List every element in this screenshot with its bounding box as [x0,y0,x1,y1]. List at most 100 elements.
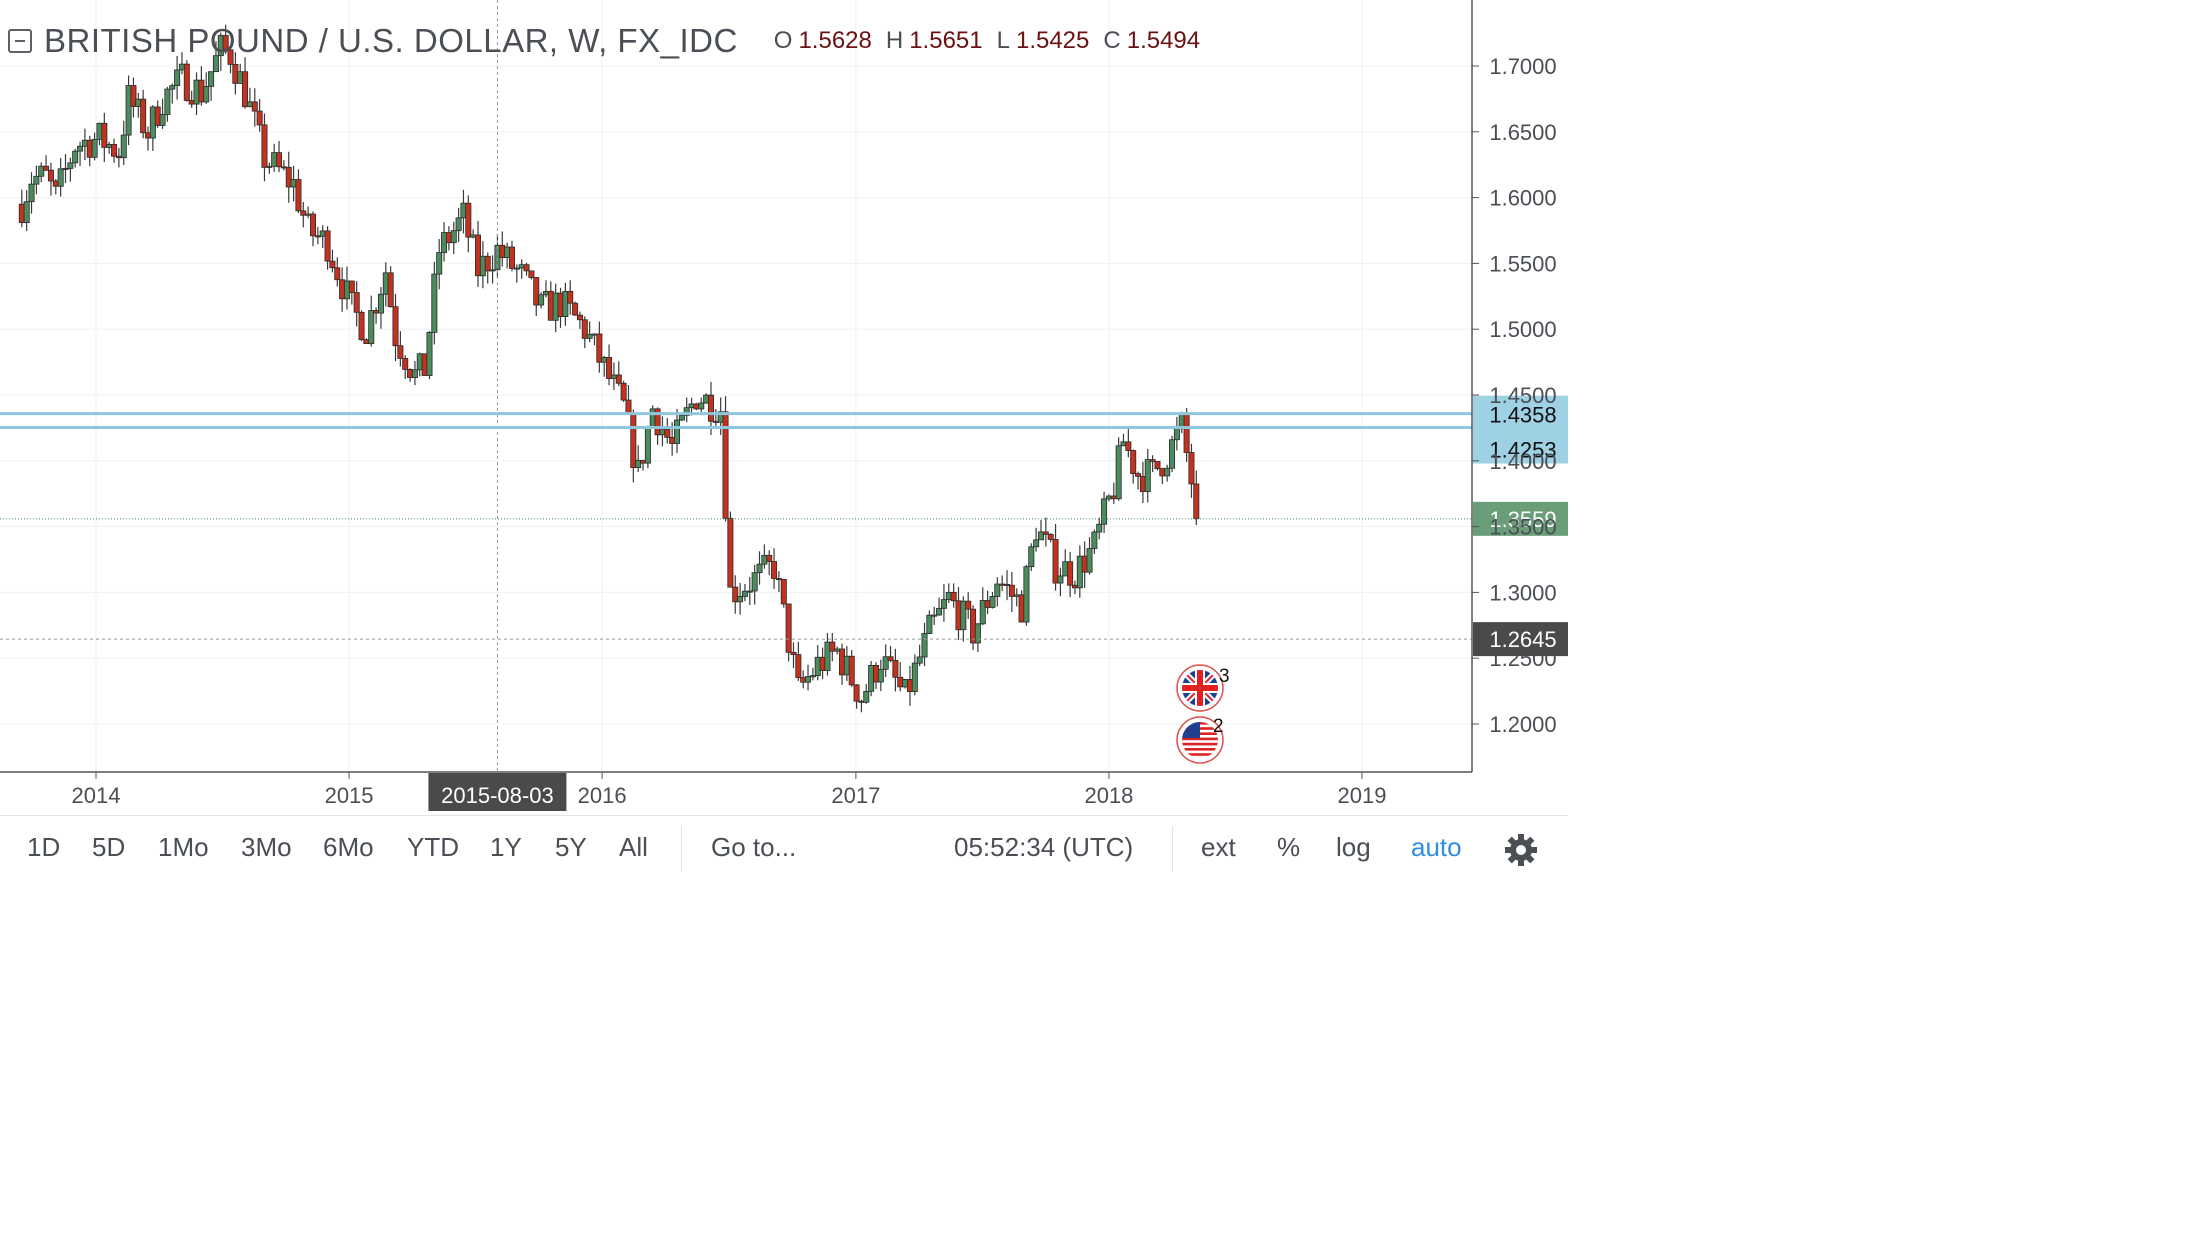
candle-up [868,665,875,692]
percent-scale-toggle[interactable]: % [1277,832,1301,862]
candle-down [101,122,108,148]
candle-up [659,428,666,436]
candle-down [839,648,846,676]
utc-clock[interactable]: 05:52:34 (UTC) [954,832,1134,862]
candle-up [751,572,758,592]
candle-up [382,272,389,295]
hline-price-label: 1.4358 [1489,403,1556,428]
range-ytd-button[interactable]: YTD [407,832,459,862]
candle-down [547,290,554,321]
candle-up [319,230,326,237]
candle-down [285,166,292,188]
candle-down [576,314,583,321]
candle-down [950,591,957,602]
range-3mo-button[interactable]: 3Mo [241,832,292,862]
goto-date-button[interactable]: Go to... [711,832,797,862]
candle-up [96,122,103,140]
symbol-title: BRITISH POUND / U.S. DOLLAR, W, FX_IDC [44,22,738,59]
y-tick-label: 1.3500 [1489,515,1556,540]
candle-up [1096,523,1103,533]
candle-up [1028,546,1035,568]
range-all-button[interactable]: All [619,832,648,862]
candle-down [654,408,661,436]
candle-down [402,358,409,370]
toolbar-divider [681,826,682,872]
candle-down [892,660,899,678]
candle-up [1101,498,1108,525]
candle-down [445,232,452,244]
candle-down [115,155,122,159]
candle-down [1071,584,1078,589]
candle-up [542,290,549,296]
candle-down [1159,468,1166,477]
y-tick-label: 1.5500 [1489,251,1556,276]
range-1mo-button[interactable]: 1Mo [158,832,209,862]
candle-up [174,69,181,87]
candle-down [1188,452,1195,485]
range-5d-button[interactable]: 5D [92,832,126,862]
settings-gear-icon[interactable] [1504,833,1538,867]
candle-down [780,579,787,605]
candle-down [596,333,603,363]
candle-down [523,264,530,272]
candle-down [795,654,802,679]
candle-down [640,459,647,464]
candle-up [455,217,462,232]
candle-up [271,152,278,167]
candle-down [732,586,739,603]
us-event-count: 2 [1213,716,1224,737]
candle-up [441,232,448,253]
candle-down [475,234,482,277]
y-tick-label: 1.6500 [1489,120,1556,145]
range-1d-button[interactable]: 1D [27,832,61,862]
candle-down [392,306,399,347]
x-tick-label: 2019 [1338,783,1387,808]
candle-up [741,590,748,597]
candle-down [1004,583,1011,586]
candle-up [436,252,443,275]
candle-down [329,260,336,269]
candle-down [630,413,637,469]
candle-down [407,369,414,378]
candle-down [984,600,991,608]
candle-down [955,600,962,631]
log-scale-toggle[interactable]: log [1336,832,1371,862]
candle-up [1120,441,1127,447]
candle-up [761,554,768,565]
candle-down [906,679,913,693]
candle-up [1013,594,1020,597]
toolbar-divider [1172,826,1173,872]
candle-up [1115,445,1122,500]
candle-down [727,517,734,588]
range-1y-button[interactable]: 1Y [490,832,522,862]
candle-down [47,169,54,182]
price-chart[interactable]: 1.4358 1.4253 1.3559 1.2645 2015-08-03 3 2 1.2… [0,0,1568,815]
hline-label-bg [1473,395,1568,464]
auto-scale-toggle[interactable]: auto [1411,832,1462,862]
candle-down [722,411,729,519]
candle-down [363,339,370,345]
candle-down [965,600,972,610]
candle-down [242,71,249,108]
candle-down [324,230,331,262]
candle-up [411,369,418,378]
candle-down [766,554,773,562]
x-tick-label: 2017 [831,783,880,808]
candle-down [790,651,797,656]
candle-down [819,656,826,671]
candle-down [557,292,564,317]
candle-down [18,203,25,224]
range-5y-button[interactable]: 5Y [555,832,587,862]
candle-up [193,79,200,105]
range-6mo-button[interactable]: 6Mo [323,832,374,862]
candle-up [368,310,375,345]
us-flag-icon [1176,716,1224,764]
candle-up [504,246,511,259]
candle-down [1110,495,1117,500]
ohlc-values: O 1.5628 H 1.5651 L 1.5425 C 1.5494 [774,27,1214,55]
candle-down [183,63,190,101]
crosshair-price-label-bg [1473,622,1568,657]
extended-hours-toggle[interactable]: ext [1201,832,1236,862]
collapse-legend-button[interactable] [8,29,32,53]
x-tick-label: 2015 [325,783,374,808]
